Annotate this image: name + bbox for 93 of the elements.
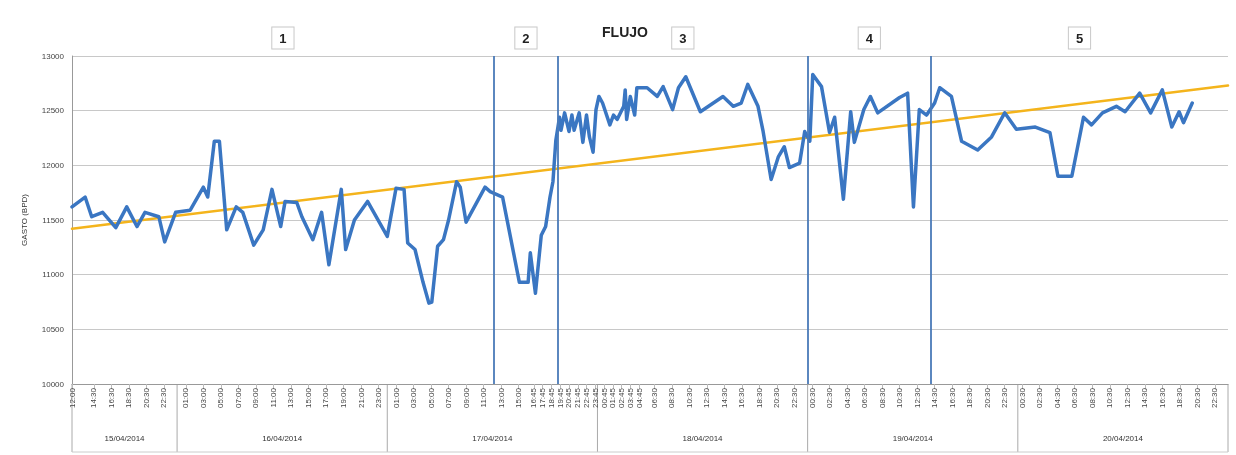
x-tick-label: 14:30 [930,387,940,409]
x-tick-label: 20:45 [564,387,574,409]
x-tick-label: 02:30 [1035,387,1045,409]
x-tick-label: 22:45 [582,387,592,409]
x-tick-label: 14:30 [719,387,729,409]
x-tick-label: 15:00 [303,387,313,409]
y-tick-label: 13000 [41,51,65,61]
y-tick-label: 10500 [41,324,65,334]
x-tick-label: 18:30 [965,387,975,409]
x-tick-label: 16:30 [1157,387,1167,409]
x-tick-label: 22:30 [1210,387,1220,409]
x-tick-label: 09:00 [251,387,261,409]
x-tick-label: 01:00 [181,387,191,409]
x-tick-label: 05:00 [426,387,436,409]
x-tick-label: 03:00 [198,387,208,409]
x-tick-label: 19:00 [338,387,348,409]
text: 17/04/2014 [472,433,513,443]
x-tick-label: 08:30 [877,387,887,409]
text: 3 [679,30,687,46]
x-tick-label: 14:30 [89,387,99,409]
x-tick-label: 22:30 [159,387,169,409]
text: 1 [279,30,287,46]
x-tick-label: 02:45 [617,387,627,409]
text: 20/04/2014 [1102,433,1144,443]
x-tick-label: 12:30 [912,387,922,409]
x-tick-label: 01:00 [391,387,401,409]
x-tick-label: 04:30 [1052,387,1062,409]
x-tick-label: 17:45 [538,387,548,409]
x-tick-label: 03:45 [625,387,635,409]
text: 18/04/2014 [682,433,724,443]
text: 16/04/2014 [262,433,303,443]
x-tick-label: 06:30 [649,387,659,409]
x-tick-label: 16:30 [106,387,116,409]
y-tick-label: 10000 [41,379,65,389]
x-tick-label: 17:00 [321,387,331,409]
x-tick-label: 18:30 [1175,387,1185,409]
x-tick-label: 11:00 [268,387,278,408]
y-axis-title: GASTO (BPD) [19,193,29,246]
x-tick-label: 16:30 [947,387,957,409]
x-tick-label: 08:30 [1087,387,1097,409]
x-tick-label: 18:30 [124,387,134,409]
x-tick-label: 04:45 [634,387,644,409]
x-tick-label: 13:00 [496,387,506,409]
x-tick-label: 12:30 [702,387,712,409]
x-tick-label: 03:00 [409,387,419,409]
x-tick-label: 22:30 [1000,387,1010,409]
y-tick-label: 11500 [42,215,65,225]
line-series [70,72,1194,305]
x-tick-label: 16:45 [529,387,539,409]
y-tick-label: 11000 [42,270,65,280]
x-tick-label: 21:45 [573,387,583,409]
x-tick-label: 12:30 [1122,387,1132,409]
x-tick-label: 19:45 [555,387,565,409]
x-tick-label: 10:30 [684,387,694,409]
x-tick-label: 18:30 [754,387,764,409]
x-tick-label: 20:30 [772,387,782,409]
chart-title: FLUJO [602,24,649,40]
x-tick-label: 02:30 [825,387,835,409]
x-tick-label: 10:30 [1105,387,1115,409]
x-tick-label: 00:45 [599,387,609,409]
x-tick-label: 11:00 [479,387,489,408]
x-tick-label: 07:00 [233,387,243,409]
y-tick-label: 12500 [41,106,65,116]
x-tick-label: 07:00 [444,387,454,409]
x-tick-label: 09:00 [461,387,471,409]
x-tick-label: 12:00 [67,387,77,409]
x-tick-label: 06:30 [860,387,870,409]
text: 2 [522,30,530,46]
x-tick-label: 23:45 [590,387,600,409]
x-tick-label: 06:30 [1070,387,1080,409]
x-tick-label: 08:30 [667,387,677,409]
text: 19/04/2014 [892,433,934,443]
x-tick-label: 22:30 [790,387,799,409]
x-tick-label: 20:30 [141,387,151,409]
x-tick-label: 15:00 [514,387,524,409]
text: 15/04/2014 [104,433,146,443]
x-tick-label: 18:45 [546,387,556,409]
y-tick-label: 12000 [41,160,65,170]
x-tick-label: 14:30 [1140,387,1150,409]
x-tick-label: 20:30 [1192,387,1202,409]
x-tick-label: 20:30 [982,387,992,409]
text: 4 [865,30,874,46]
x-tick-label: 00:30 [807,387,817,409]
x-tick-label: 10:30 [895,387,905,409]
x-tick-label: 05:00 [216,387,226,409]
text: 5 [1075,30,1084,46]
x-tick-label: 01:45 [608,387,618,409]
x-tick-label: 04:30 [842,387,852,409]
x-tick-label: 23:00 [374,387,384,409]
x-tick-label: 16:30 [737,387,747,409]
x-tick-label: 13:00 [286,387,296,409]
x-tick-label: 00:30 [1017,387,1027,409]
x-tick-label: 21:00 [356,387,366,409]
